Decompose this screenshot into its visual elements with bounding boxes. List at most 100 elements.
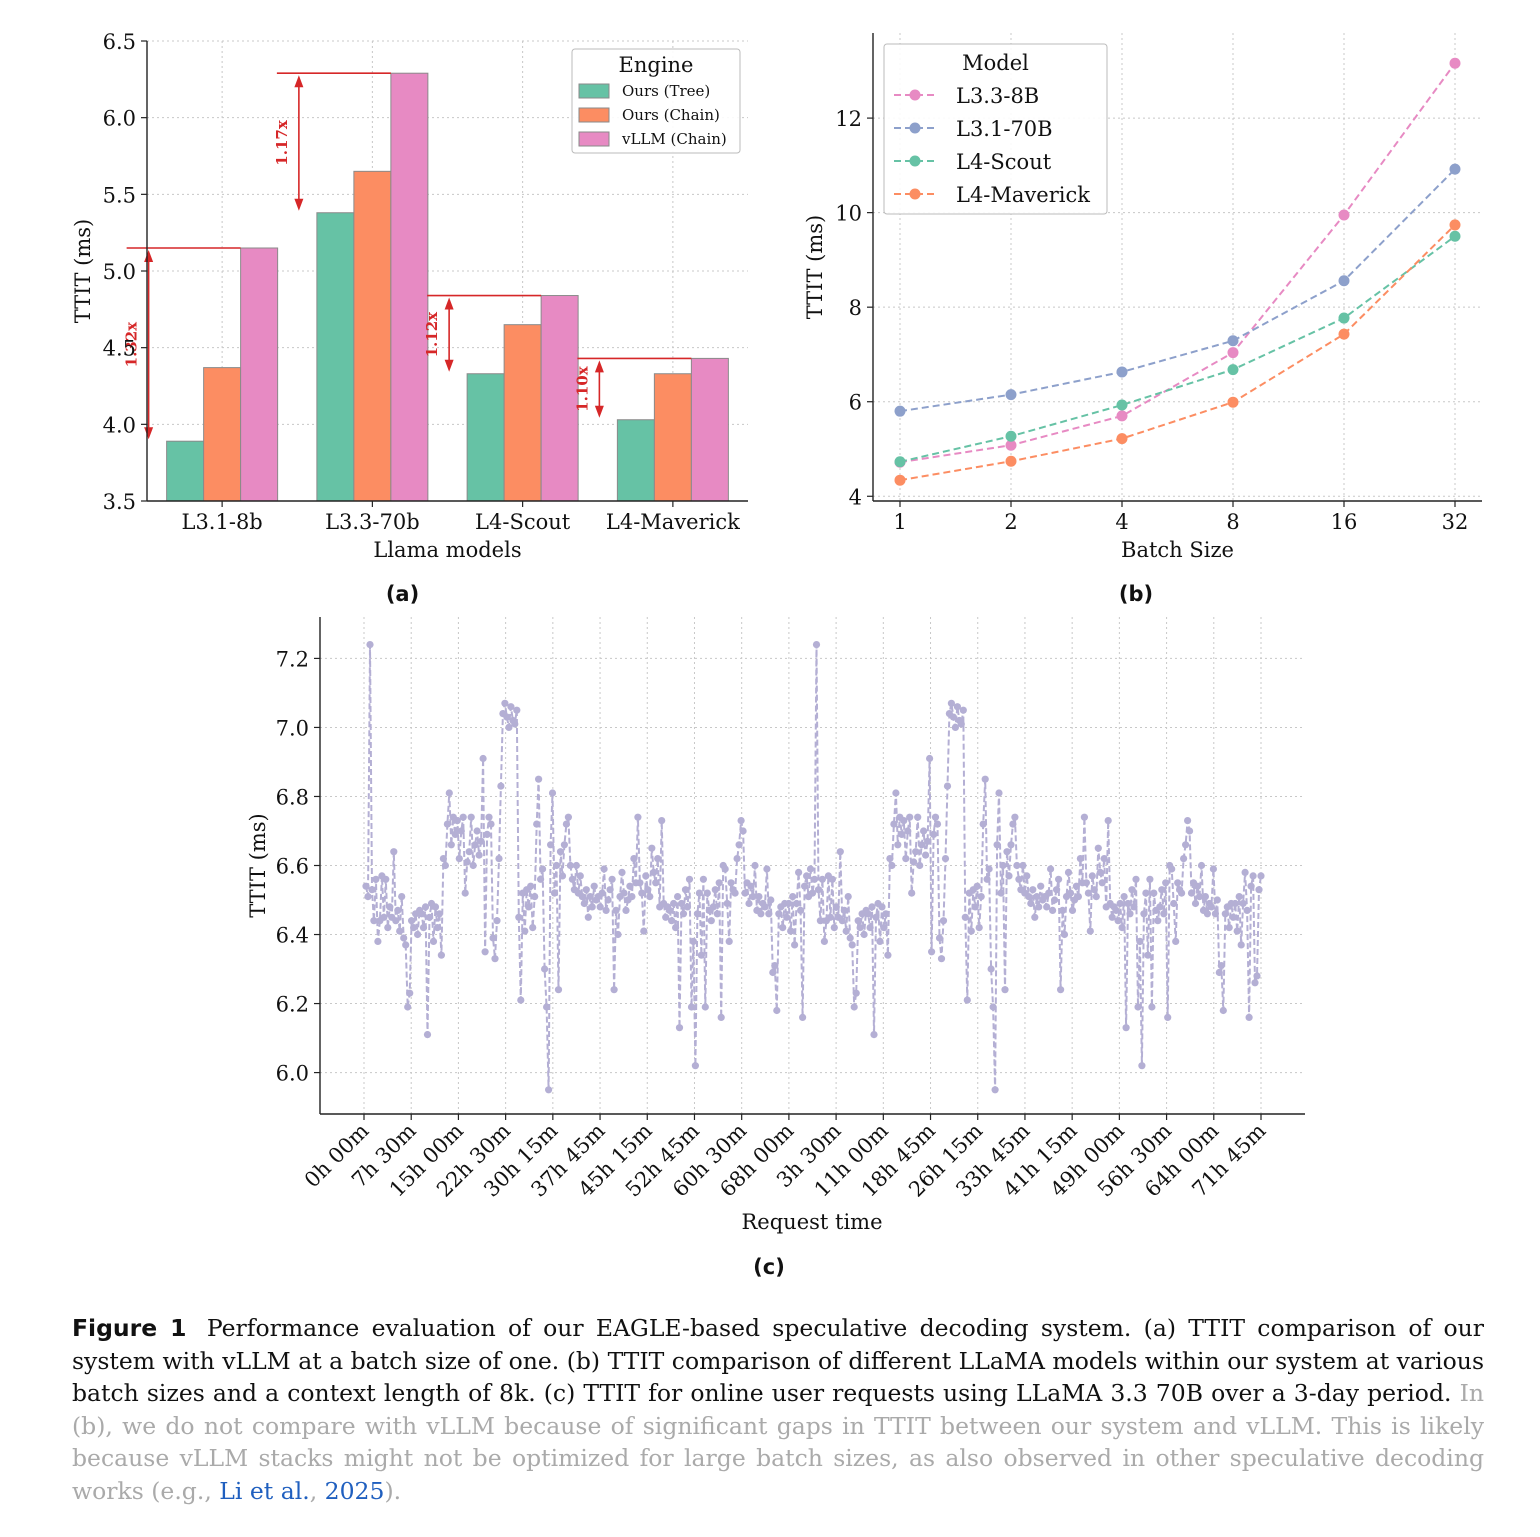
chart-a-ytick-label-5: 6.0 [103,107,136,131]
chart-b-sublabel: (b) [1119,582,1153,606]
chart-a-legend-title: Engine [619,53,694,77]
chart-b-point-1-2 [1116,366,1128,378]
chart-c-point-420 [1195,893,1204,901]
chart-c-point-146 [652,879,660,887]
chart-c-point-349 [1055,875,1063,883]
chart-c-point-39 [439,855,447,863]
chart-c-point-368 [1092,893,1100,901]
chart-c-point-406 [1168,865,1176,873]
chart-c-point-401 [1158,886,1166,894]
chart-c-point-275 [908,889,916,897]
chart-c-point-366 [1088,872,1096,880]
chart-c-point-259 [876,937,884,946]
chart-b-point-0-3 [1227,347,1239,359]
chart-c-point-168 [695,889,704,897]
chart-c-point-267 [892,789,900,797]
chart-c-point-309 [975,924,983,932]
chart-c-ytick-label-0: 6.0 [276,1062,309,1086]
chart-a-xtick-label-1: L3.3-70b [325,510,420,534]
chart-a-bar-3-2 [690,357,729,502]
chart-c-point-22 [406,989,414,997]
chart-a-ytick-label-4: 5.5 [103,183,136,207]
chart-c-point-124 [608,875,616,883]
chart-c-point-386 [1128,886,1136,894]
chart-c-ytick-label-4: 6.8 [276,785,309,809]
chart-c-point-424 [1203,910,1211,918]
chart-c-point-402 [1160,910,1168,918]
chart-b-point-0-5 [1449,57,1461,69]
chart-c-point-451 [1257,872,1265,880]
chart-a-bar-0-1 [203,367,242,502]
chart-c-point-119 [598,889,606,897]
chart-c-point-196 [751,861,759,870]
chart-c-point-164 [687,1003,696,1011]
chart-c-point-444 [1243,906,1251,915]
chart-c-point-202 [763,865,771,873]
chart-c-point-18 [398,893,406,901]
chart-c-point-412 [1180,855,1188,863]
chart-c-point-256 [870,1031,878,1039]
chart-b-ylabel: TTIT (ms) [803,215,827,319]
chart-c-point-397 [1150,889,1158,897]
chart-c-point-383 [1122,1024,1130,1032]
caption-main-text: Performance evaluation of our EAGLE-base… [72,1314,1484,1407]
chart-c-point-283 [924,837,932,845]
chart-c-point-55 [471,841,479,849]
chart-c-point-122 [604,896,612,904]
chart-c-point-404 [1164,1013,1172,1022]
chart-c-point-102 [564,813,573,821]
chart-c-point-20 [402,941,410,949]
chart-c-point-438 [1231,899,1239,908]
chart-c-point-129 [618,868,626,877]
chart-c-point-16 [394,906,402,915]
chart-c-point-46 [453,817,461,825]
chart-c-point-437 [1229,913,1237,921]
chart-c-point-162 [683,903,692,911]
chart-c-point-371 [1098,879,1106,887]
chart-c-point-236 [830,924,838,932]
chart-a-ytick-label-6: 6.5 [103,30,136,54]
chart-c-point-286 [930,830,938,839]
chart-c-point-224 [806,865,815,873]
chart-c-point-433 [1221,910,1229,918]
chart-c-point-189 [737,817,745,825]
chart-c-point-301 [959,706,967,714]
chart-c-point-82 [525,903,533,911]
chart-b-legend-label-3: L4-Maverick [956,183,1090,207]
chart-c-point-47 [455,855,463,863]
chart-c-point-272 [902,855,910,863]
chart-c-point-325 [1007,841,1015,849]
chart-c-point-166 [691,1062,700,1070]
chart-c-point-35 [431,903,440,911]
chart-c-point-206 [771,962,779,970]
chart-c-point-407 [1170,899,1178,908]
chart-c-point-205 [769,968,777,977]
citation-author-link[interactable]: Li et al. [219,1476,310,1505]
chart-c-point-49 [459,813,467,821]
chart-c-point-350 [1057,986,1065,994]
chart-c-point-106 [572,861,581,870]
chart-c-point-125 [610,986,618,994]
chart-c-point-163 [685,875,694,883]
chart-c-point-218 [795,868,803,877]
chart-b-xtick-label-0: 1 [893,510,906,534]
chart-c-point-158 [675,1024,684,1032]
chart-c-point-442 [1239,899,1247,908]
chart-c-point-399 [1154,917,1162,925]
chart-c-point-449 [1253,972,1261,980]
chart-c-point-315 [987,965,995,973]
chart-c-point-31 [423,1031,432,1039]
chart-c-point-260 [878,903,886,911]
chart-b-xtick-label-1: 2 [1004,510,1017,534]
chart-b-legend-label-0: L3.3-8B [956,84,1039,108]
figure-charts: 1.32x 1.17x 1.12x 1.10x 3.5 4.0 4.5 5.0 5.5 6.0 6.… [71,30,1482,1279]
chart-c-point-32 [425,913,434,921]
chart-c-point-126 [612,906,620,915]
citation-year-link[interactable]: 2025 [324,1476,385,1505]
chart-c-point-282 [922,851,930,859]
chart-b-point-1-0 [894,405,906,417]
chart-c-point-285 [928,948,936,956]
chart-c-point-362 [1080,813,1088,821]
chart-c-point-387 [1130,903,1138,911]
